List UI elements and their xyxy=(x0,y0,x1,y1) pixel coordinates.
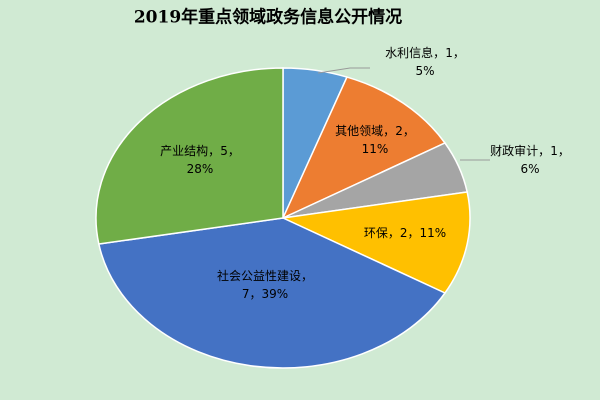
value-label: 7 xyxy=(242,287,250,301)
percent-label: 11% xyxy=(362,142,389,156)
value-label: 1 xyxy=(550,144,558,158)
data-label: 6% xyxy=(520,162,539,176)
separator: ， xyxy=(208,144,220,158)
value-label: 2 xyxy=(400,226,408,240)
value-label: 5 xyxy=(220,144,228,158)
data-label: 社会公益性建设， xyxy=(217,268,313,283)
percent-label: 39% xyxy=(261,287,288,301)
data-labels: 水利信息，1，5%其他领域，2，11% 财政审计，1，6%环保，2，11%社会公益… xyxy=(160,45,570,301)
data-label: 11% xyxy=(362,142,389,156)
pie xyxy=(95,67,471,369)
pie-slice xyxy=(97,217,447,369)
percent-label: 5% xyxy=(415,64,434,78)
leader-line xyxy=(317,67,370,74)
data-label: 7，39% xyxy=(242,287,288,301)
pie-slice xyxy=(281,76,447,220)
data-label: 水利信息，1， xyxy=(385,45,465,60)
separator: ， xyxy=(301,269,313,283)
separator: ， xyxy=(558,144,570,158)
separator: ， xyxy=(249,287,261,301)
separator: ， xyxy=(453,46,465,60)
separator: ， xyxy=(228,144,240,158)
data-label: 5% xyxy=(415,64,434,78)
separator: ， xyxy=(433,46,445,60)
pie-slice xyxy=(280,191,471,294)
data-label: 环保，2，11% xyxy=(364,226,446,240)
value-label: 2 xyxy=(395,124,403,138)
separator: ， xyxy=(383,124,395,138)
category: 水利信息 xyxy=(385,45,433,60)
data-label: 财政审计，1， xyxy=(490,143,570,158)
category: 社会公益性建设 xyxy=(217,268,301,283)
category: 财政审计 xyxy=(490,143,538,158)
data-label: 其他领域，2， xyxy=(335,124,415,138)
value-label: 1 xyxy=(445,46,453,60)
pie-slice xyxy=(95,67,284,245)
percent-label: 6% xyxy=(520,162,539,176)
separator: ， xyxy=(407,226,419,240)
separator: ， xyxy=(388,226,400,240)
separator: ， xyxy=(403,124,415,138)
chart-title: 2019年重点领域政务信息公开情况 xyxy=(134,7,402,28)
category: 产业结构 xyxy=(160,143,208,158)
category: 环保 xyxy=(364,226,388,240)
data-label: 产业结构，5， xyxy=(160,143,240,158)
data-label: 28% xyxy=(187,162,214,176)
percent-label: 11% xyxy=(420,226,447,240)
category: 其他领域 xyxy=(335,124,383,138)
percent-label: 28% xyxy=(187,162,214,176)
separator: ， xyxy=(538,144,550,158)
